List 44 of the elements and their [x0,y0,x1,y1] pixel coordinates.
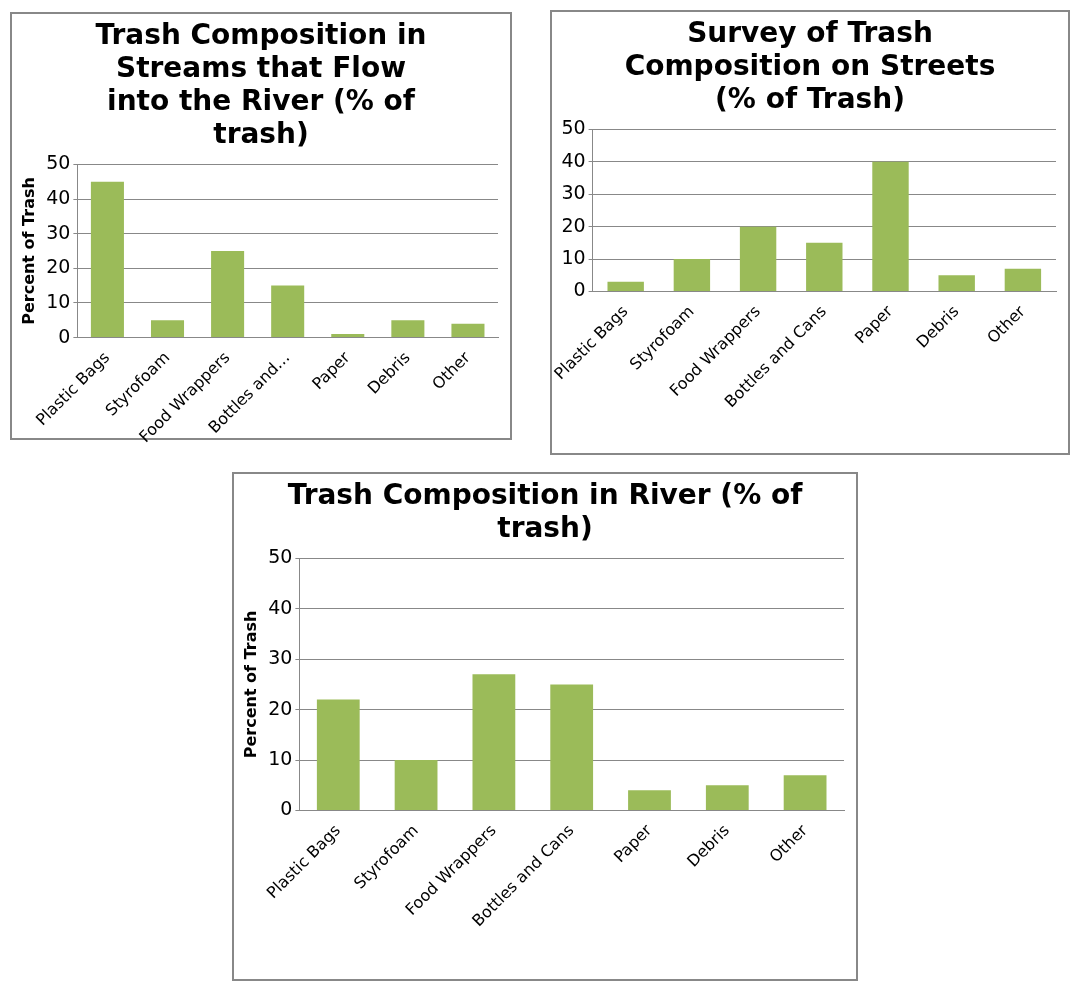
bar [331,334,365,338]
bar [90,181,124,338]
y-tick-label: 50 [46,151,71,174]
y-tick-label: 20 [561,213,586,236]
y-tick-label: 20 [268,696,293,719]
y-tick-label: 0 [280,797,293,820]
bar [806,242,843,291]
bar [394,760,438,810]
bar [472,674,516,810]
bar [607,281,644,291]
y-tick-label: 10 [561,246,586,269]
bar [705,785,749,810]
chart-title: Survey of Trash Composition on Streets (% of Trash) [623,16,997,115]
y-tick-label: 20 [46,255,71,278]
bar [211,250,245,338]
y-tick-label: 40 [561,148,586,171]
bar [451,323,485,338]
bar [150,320,185,338]
y-tick-label: 0 [573,278,586,301]
y-tick-label: 40 [268,595,293,618]
bar [673,259,711,291]
bar [872,161,909,291]
y-tick-label: 30 [561,181,586,204]
bar [938,275,975,291]
bar [550,684,594,810]
y-tick-label: 40 [46,185,71,208]
y-axis-title: Percent of Trash [18,177,38,325]
chart-title: Trash Composition in River (% of trash) [286,478,804,544]
bar [783,775,827,810]
y-tick-label: 30 [46,220,71,243]
bar [316,699,360,810]
chart-title: Trash Composition in Streams that Flow into the River (% of trash) [94,18,428,150]
bar [1004,268,1042,291]
bar [628,790,671,810]
y-tick-label: 10 [46,289,71,312]
y-tick-label: 0 [58,324,71,347]
y-tick-label: 50 [561,116,586,139]
y-axis-title: Percent of Trash [240,610,260,759]
y-tick-label: 50 [268,545,293,568]
y-tick-label: 10 [268,747,293,770]
bar [391,320,425,338]
y-tick-label: 30 [268,646,293,669]
bar [271,285,305,338]
bar [739,226,777,291]
